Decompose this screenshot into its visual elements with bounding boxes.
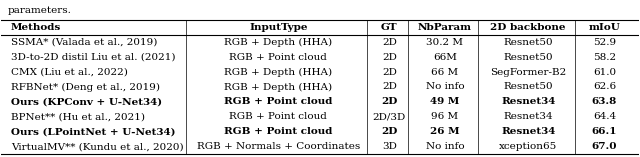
- Text: RGB + Point cloud: RGB + Point cloud: [229, 53, 327, 62]
- Text: VirtualMV** (Kundu et al., 2020): VirtualMV** (Kundu et al., 2020): [11, 142, 184, 151]
- Text: 61.0: 61.0: [593, 68, 616, 77]
- Text: 2D: 2D: [381, 97, 397, 106]
- Text: 63.8: 63.8: [592, 97, 617, 106]
- Text: 49 M: 49 M: [430, 97, 460, 106]
- Text: 66M: 66M: [433, 53, 457, 62]
- Text: RGB + Point cloud: RGB + Point cloud: [229, 112, 327, 121]
- Text: 62.6: 62.6: [593, 82, 616, 92]
- Text: GT: GT: [381, 23, 397, 32]
- Text: 2D: 2D: [382, 38, 397, 47]
- Text: NbParam: NbParam: [418, 23, 472, 32]
- Text: 2D: 2D: [382, 53, 397, 62]
- Text: Methods: Methods: [11, 23, 61, 32]
- Text: 2D backbone: 2D backbone: [490, 23, 566, 32]
- Text: 64.4: 64.4: [593, 112, 616, 121]
- Text: RFBNet* (Deng et al., 2019): RFBNet* (Deng et al., 2019): [11, 82, 160, 92]
- Text: 2D: 2D: [381, 127, 397, 136]
- Text: InputType: InputType: [249, 23, 308, 32]
- Text: Resnet34: Resnet34: [501, 97, 556, 106]
- Text: Resnet34: Resnet34: [501, 127, 556, 136]
- Text: CMX (Liu et al., 2022): CMX (Liu et al., 2022): [11, 68, 128, 77]
- Text: 2D/3D: 2D/3D: [372, 112, 406, 121]
- Text: RGB + Point cloud: RGB + Point cloud: [224, 127, 333, 136]
- Text: Resnet34: Resnet34: [503, 112, 553, 121]
- Text: No info: No info: [426, 142, 464, 151]
- Text: RGB + Depth (HHA): RGB + Depth (HHA): [224, 38, 332, 47]
- Text: RGB + Point cloud: RGB + Point cloud: [224, 97, 333, 106]
- Text: xception65: xception65: [499, 142, 557, 151]
- Text: 2D: 2D: [382, 82, 397, 92]
- Text: 66.1: 66.1: [592, 127, 617, 136]
- Text: 3D: 3D: [382, 142, 397, 151]
- Text: Resnet50: Resnet50: [503, 82, 553, 92]
- Text: Ours (KPConv + U-Net34): Ours (KPConv + U-Net34): [11, 97, 162, 106]
- Text: 2D: 2D: [382, 68, 397, 77]
- Text: RGB + Depth (HHA): RGB + Depth (HHA): [224, 82, 332, 92]
- Text: 66 M: 66 M: [431, 68, 458, 77]
- Text: 26 M: 26 M: [430, 127, 460, 136]
- Text: Resnet50: Resnet50: [503, 38, 553, 47]
- Text: Ours (LPointNet + U-Net34): Ours (LPointNet + U-Net34): [11, 127, 175, 136]
- Text: BPNet** (Hu et al., 2021): BPNet** (Hu et al., 2021): [11, 112, 145, 121]
- Text: 52.9: 52.9: [593, 38, 616, 47]
- Text: 3D-to-2D distil Liu et al. (2021): 3D-to-2D distil Liu et al. (2021): [11, 53, 175, 62]
- Text: mIoU: mIoU: [589, 23, 620, 32]
- Text: Resnet50: Resnet50: [503, 53, 553, 62]
- Text: 67.0: 67.0: [592, 142, 617, 151]
- Text: RGB + Normals + Coordinates: RGB + Normals + Coordinates: [196, 142, 360, 151]
- Text: SegFormer-B2: SegFormer-B2: [490, 68, 566, 77]
- Text: 30.2 M: 30.2 M: [426, 38, 463, 47]
- Text: 58.2: 58.2: [593, 53, 616, 62]
- Text: parameters.: parameters.: [8, 6, 72, 15]
- Text: No info: No info: [426, 82, 464, 92]
- Text: RGB + Depth (HHA): RGB + Depth (HHA): [224, 68, 332, 77]
- Text: 96 M: 96 M: [431, 112, 458, 121]
- Text: SSMA* (Valada et al., 2019): SSMA* (Valada et al., 2019): [11, 38, 157, 47]
